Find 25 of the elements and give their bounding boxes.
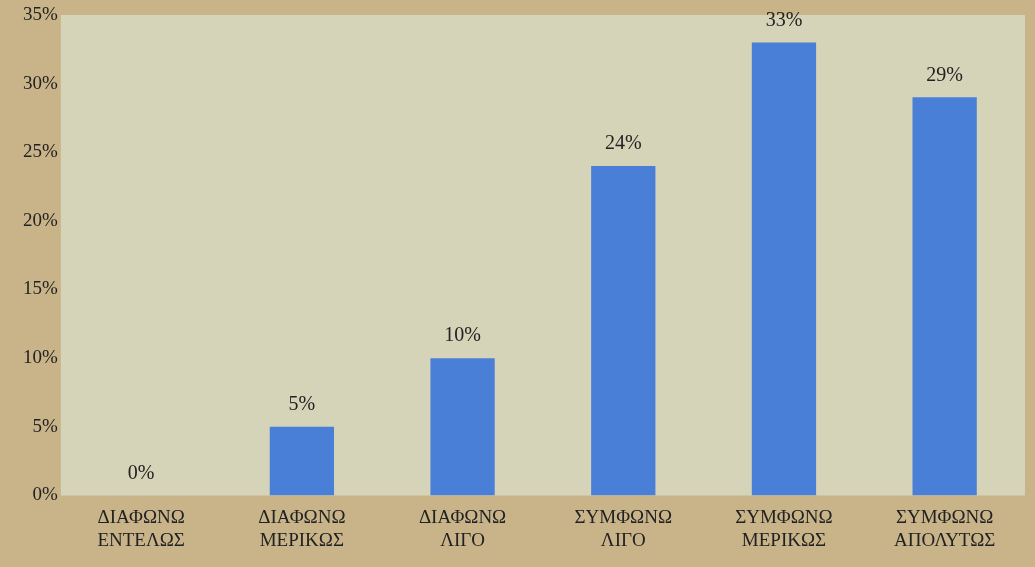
- data-label: 5%: [288, 392, 316, 415]
- x-tick-label: ΣΥΜΦΩΝΩ ΑΠΟΛΥΤΩΣ: [894, 505, 996, 550]
- y-tick-label: 5%: [32, 414, 58, 436]
- data-label: 10%: [444, 323, 481, 346]
- y-tick-label: 30%: [23, 71, 58, 93]
- x-tick-label: ΔΙΑΦΩΝΩ ΜΕΡΙΚΩΣ: [258, 505, 346, 550]
- bar: [912, 97, 977, 496]
- x-tick-label: ΣΥΜΦΩΝΩ ΜΕΡΙΚΩΣ: [735, 505, 833, 550]
- x-tick-label: ΣΥΜΦΩΝΩ ΛΙΓΟ: [574, 505, 673, 550]
- x-tick-label: ΔΙΑΦΩΝΩ ΛΙΓΟ: [418, 505, 507, 550]
- y-tick-label: 20%: [23, 208, 58, 230]
- bar: [430, 358, 495, 496]
- bar: [591, 165, 656, 496]
- y-tick-label: 15%: [23, 277, 58, 299]
- bar: [751, 42, 817, 496]
- data-label: 29%: [926, 62, 963, 85]
- y-tick-label: 10%: [23, 346, 58, 368]
- y-tick-label: 25%: [23, 140, 58, 162]
- y-tick-label: 35%: [23, 2, 58, 24]
- x-tick-label: ΔΙΑΦΩΝΩ ΕΝΤΕΛΩΣ: [97, 505, 185, 550]
- data-label: 33%: [765, 7, 803, 30]
- y-tick-label: 0%: [32, 483, 58, 505]
- bar: [269, 426, 335, 496]
- data-label: 0%: [127, 460, 155, 483]
- data-label: 24%: [604, 131, 642, 154]
